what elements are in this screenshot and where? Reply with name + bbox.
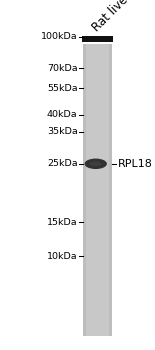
Text: 10kDa: 10kDa — [47, 252, 78, 261]
Text: 55kDa: 55kDa — [47, 84, 78, 93]
Ellipse shape — [89, 161, 101, 166]
Ellipse shape — [84, 159, 107, 169]
Text: RPL18: RPL18 — [117, 159, 152, 169]
Text: 15kDa: 15kDa — [47, 218, 78, 227]
Bar — [83, 44, 86, 336]
Bar — [82, 36, 113, 42]
Bar — [109, 44, 112, 336]
Text: 40kDa: 40kDa — [47, 110, 78, 119]
Text: 70kDa: 70kDa — [47, 64, 78, 73]
Text: Rat liver: Rat liver — [90, 0, 134, 34]
Bar — [83, 44, 112, 336]
Text: 100kDa: 100kDa — [41, 32, 78, 41]
Text: 35kDa: 35kDa — [47, 127, 78, 136]
Text: 25kDa: 25kDa — [47, 159, 78, 168]
